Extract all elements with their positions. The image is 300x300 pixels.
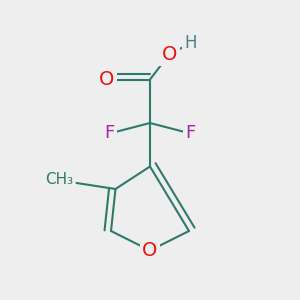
- Text: O: O: [162, 44, 177, 64]
- Text: F: F: [104, 124, 115, 142]
- Text: CH₃: CH₃: [45, 172, 74, 188]
- Text: H: H: [184, 34, 197, 52]
- Text: F: F: [185, 124, 196, 142]
- Text: O: O: [99, 70, 114, 89]
- Text: O: O: [142, 241, 158, 260]
